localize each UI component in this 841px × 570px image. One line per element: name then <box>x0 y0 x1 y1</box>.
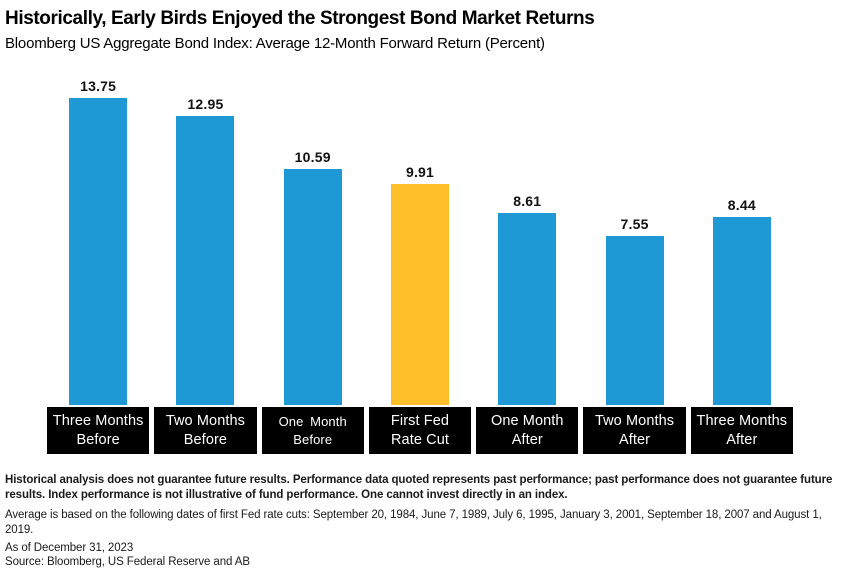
bar <box>283 168 342 405</box>
bar-column-two-months-before: 12.95 Two Months Before <box>154 60 257 454</box>
bar-column-one-month-after: 8.61 One Month After <box>476 60 579 454</box>
bar-value-label: 10.59 <box>294 148 331 165</box>
bar-plot-area: 10.59 <box>262 60 364 405</box>
category-label: One Month After <box>476 407 579 454</box>
bar <box>176 115 235 405</box>
bar-plot-area: 8.44 <box>691 60 793 405</box>
bar-plot-area: 8.61 <box>476 60 578 405</box>
bar-value-label: 8.61 <box>513 192 542 209</box>
category-label-line2: Before <box>76 431 120 448</box>
category-label-line2: Before <box>293 431 333 447</box>
category-label-line2: After <box>726 431 758 448</box>
category-label: First Fed Rate Cut <box>368 407 472 454</box>
bar-column-three-months-after: 8.44 Three Months After <box>690 60 793 454</box>
bar-column-first-fed-rate-cut: 9.91 First Fed Rate Cut <box>368 60 472 454</box>
category-label-line1: Two Months <box>165 412 245 429</box>
category-label: Two Months Before <box>154 407 257 454</box>
bar-value-label: 8.44 <box>727 196 756 213</box>
category-label-line2: After <box>618 431 651 448</box>
bar-value-label: 7.55 <box>620 216 649 233</box>
category-label-line1: Three Months <box>696 412 788 429</box>
category-label: Two Months After <box>583 407 686 454</box>
category-label-line2: After <box>511 431 543 448</box>
bar-value-label: 9.91 <box>405 163 435 180</box>
bar-chart: 13.75 Three Months Before 12.95 Two Mont… <box>47 60 793 454</box>
footnotes: Historical analysis does not guarantee f… <box>5 473 835 569</box>
category-label: Three Months After <box>690 407 793 454</box>
average-note-text: Average is based on the following dates … <box>5 509 822 536</box>
category-label-line1: Three Months <box>52 412 144 429</box>
bar-value-label: 12.95 <box>187 95 224 112</box>
bar-column-three-months-before: 13.75 Three Months Before <box>47 60 150 454</box>
chart-title: Historically, Early Birds Enjoyed the St… <box>5 8 595 29</box>
bar <box>69 97 128 405</box>
category-label: Three Months Before <box>47 407 150 454</box>
bar-plot-area: 13.75 <box>47 60 149 405</box>
bar-value-label: 13.75 <box>80 77 117 94</box>
bar-highlighted <box>390 183 449 405</box>
as-of-date: As of December 31, 2023 <box>5 542 134 554</box>
disclaimer-text: Historical analysis does not guarantee f… <box>5 474 833 501</box>
source-text: Source: Bloomberg, US Federal Reserve an… <box>5 556 250 568</box>
bar-plot-area: 12.95 <box>154 60 256 405</box>
category-label-line1: One Month <box>278 413 347 429</box>
bar-plot-area: 7.55 <box>583 60 685 405</box>
category-label-line2: Before <box>183 431 228 448</box>
category-label-line1: First Fed <box>390 412 450 429</box>
bar-plot-area: 9.91 <box>369 60 471 405</box>
bar <box>498 212 557 405</box>
category-label-line2: Rate Cut <box>390 431 449 448</box>
bar <box>712 216 771 405</box>
category-label-line1: Two Months <box>594 412 675 429</box>
category-label: One Month Before <box>261 407 364 454</box>
bar-column-two-months-after: 7.55 Two Months After <box>583 60 686 454</box>
bar-column-one-month-before: 10.59 One Month Before <box>261 60 364 454</box>
bar <box>605 236 664 405</box>
category-label-line1: One Month <box>490 412 564 429</box>
chart-subtitle: Bloomberg US Aggregate Bond Index: Avera… <box>5 35 545 52</box>
